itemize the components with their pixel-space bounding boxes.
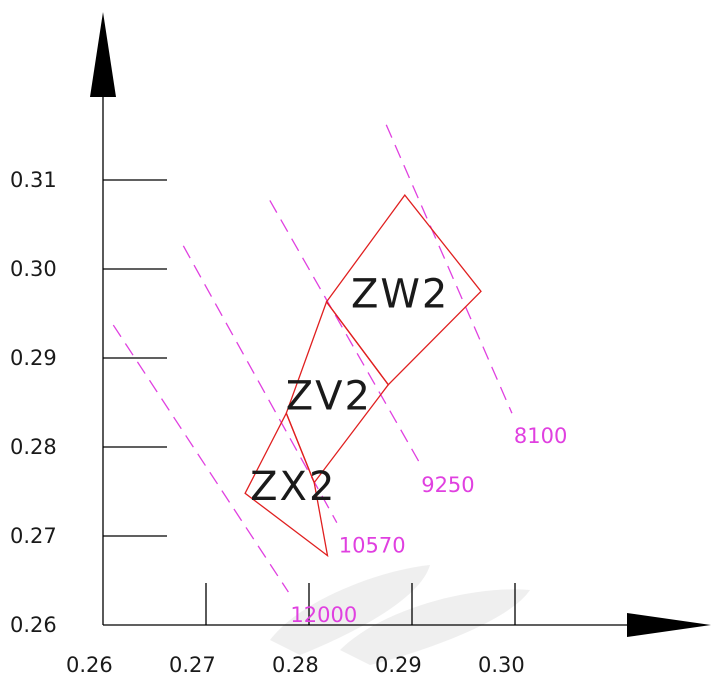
cct-line-9250 xyxy=(269,200,420,463)
cct-line-12000 xyxy=(112,324,289,593)
y-tick-label: 0.29 xyxy=(10,346,57,370)
y-axis-arrow-icon xyxy=(90,12,116,97)
region-label: ZW2 xyxy=(351,271,449,317)
axes xyxy=(90,12,711,637)
x-tick-label: 0.27 xyxy=(169,653,216,677)
cct-line-10570 xyxy=(182,245,338,523)
region-quads xyxy=(244,194,482,558)
cct-lines xyxy=(112,124,513,593)
x-tick-label: 0.29 xyxy=(375,653,422,677)
x-tick-label: 0.30 xyxy=(478,653,525,677)
region-zx2 xyxy=(244,411,329,558)
y-tick-label: 0.27 xyxy=(10,524,57,548)
y-tick-label: 0.28 xyxy=(10,435,57,459)
x-axis-arrow-icon xyxy=(627,613,711,637)
watermark xyxy=(270,565,530,665)
labels: 0.26 0.27 0.28 0.29 0.30 0.31 0.26 0.27 0.28 0.29… xyxy=(10,168,567,677)
cct-label: 8100 xyxy=(514,424,567,448)
x-tick-label: 0.28 xyxy=(272,653,319,677)
region-label: ZX2 xyxy=(250,464,336,510)
y-ticks xyxy=(103,179,167,537)
cct-label: 12000 xyxy=(290,603,357,627)
y-tick-label: 0.26 xyxy=(10,613,57,637)
y-tick-label: 0.30 xyxy=(10,257,57,281)
y-tick-label: 0.31 xyxy=(10,168,57,192)
region-label: ZV2 xyxy=(286,374,372,420)
cct-line-8100 xyxy=(385,124,513,414)
cct-label: 10570 xyxy=(339,534,406,558)
x-tick-label: 0.26 xyxy=(66,653,113,677)
x-ticks xyxy=(205,583,516,625)
cct-label: 9250 xyxy=(421,473,474,497)
